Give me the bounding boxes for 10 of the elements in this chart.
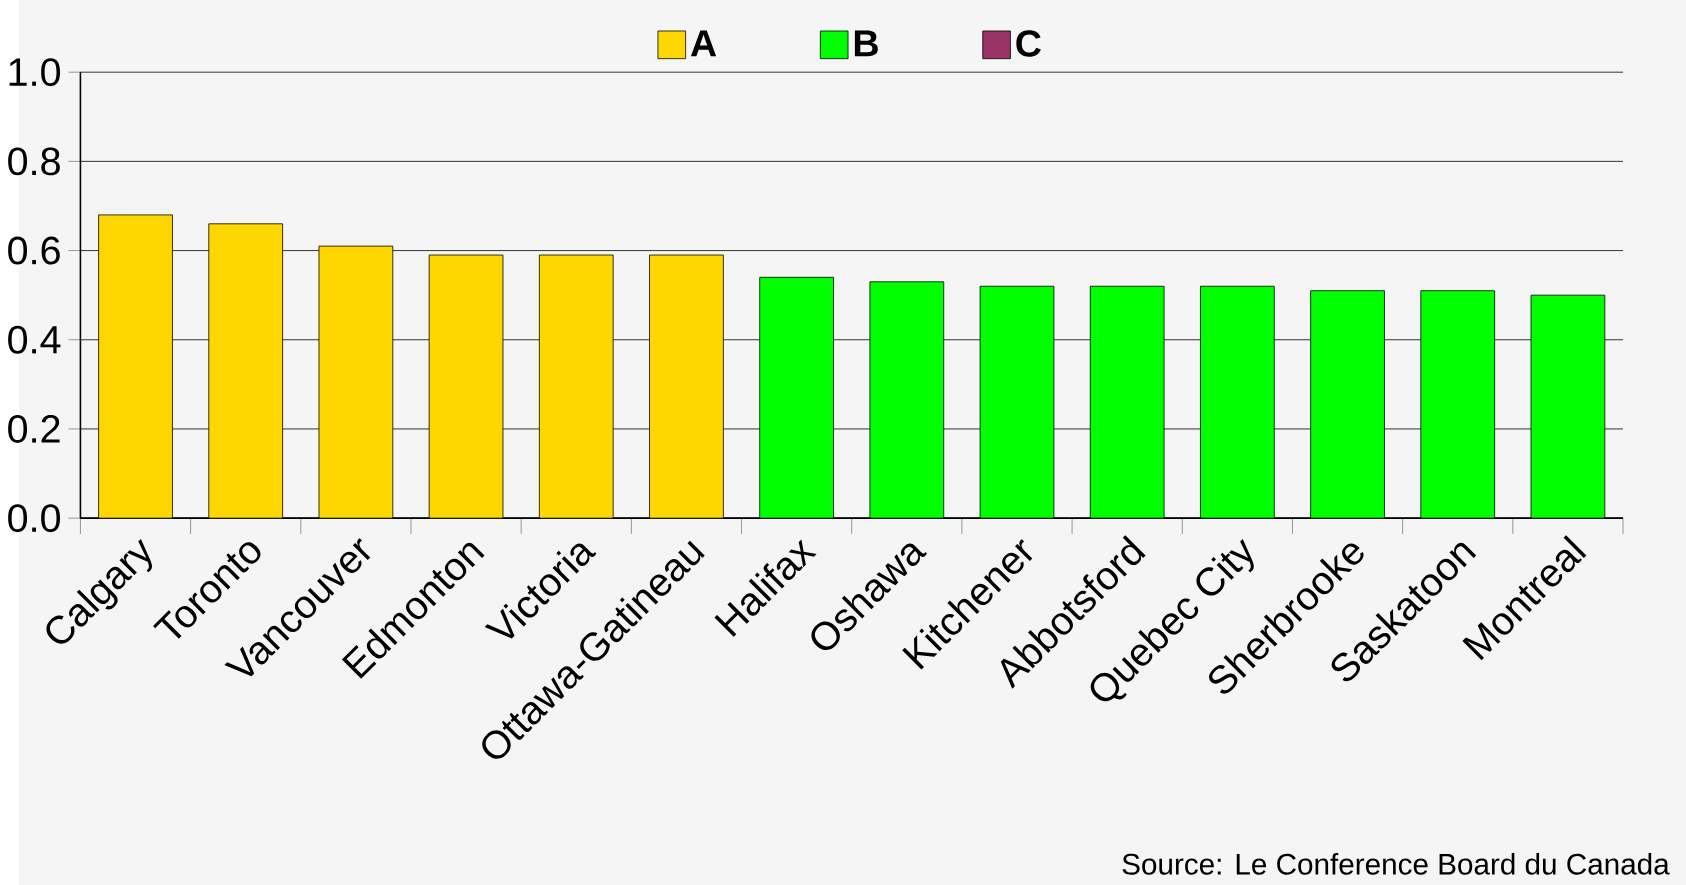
y-tick-label: 0.2 bbox=[8, 414, 60, 443]
legend-label: C bbox=[1016, 30, 1041, 57]
y-tick-label: 0.4 bbox=[8, 325, 61, 354]
y-tick-label: 0.8 bbox=[8, 147, 60, 176]
y-tick-label: 0.0 bbox=[8, 504, 61, 533]
source-note: Source: Le Conference Board du Canada bbox=[1122, 852, 1670, 875]
y-tick-label: 1.0 bbox=[9, 58, 61, 87]
legend-label: A bbox=[690, 30, 717, 57]
y-tick-label: 0.6 bbox=[8, 236, 60, 265]
legend-label: B bbox=[854, 30, 878, 57]
